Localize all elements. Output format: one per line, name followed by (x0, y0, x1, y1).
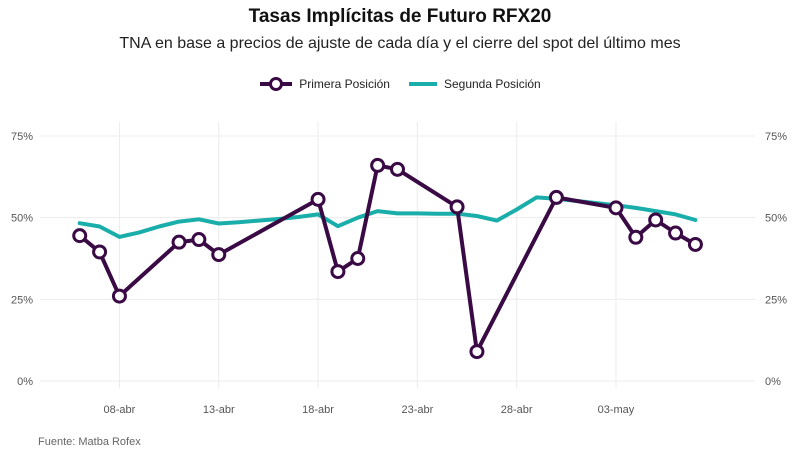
legend-swatch-segunda (408, 82, 437, 86)
series-line-primera (77, 163, 698, 354)
data-point-primera (628, 229, 644, 245)
data-point-primera (608, 200, 624, 216)
x-tick-label: 23-abr (401, 404, 433, 416)
data-point-primera (191, 232, 207, 248)
data-point-primera (469, 344, 485, 360)
legend-label-primera: Primera Posición (299, 77, 390, 91)
data-point-primera (350, 251, 366, 266)
data-point-primera (111, 288, 127, 304)
x-tick-label: 18-abr (302, 404, 334, 416)
legend-swatch-primera (260, 77, 293, 91)
legend: Primera Posición Segunda Posición (0, 76, 800, 92)
y-tick-label-right: 25% (765, 294, 787, 306)
y-tick-label-right: 75% (765, 131, 787, 143)
data-point-primera (668, 225, 684, 241)
y-tick-label-left: 50% (11, 213, 33, 225)
legend-label-segunda: Segunda Posición (443, 77, 541, 91)
data-point-primera (171, 234, 187, 250)
data-point-primera (370, 157, 386, 173)
data-point-primera (548, 189, 564, 205)
data-point-primera (449, 199, 465, 215)
x-tick-label: 28-abr (501, 404, 533, 416)
data-point-primera (648, 212, 664, 228)
legend-item-primera: Primera Posición (259, 76, 390, 92)
data-point-primera (211, 247, 227, 263)
y-tick-label-left: 75% (11, 131, 33, 143)
data-point-primera (330, 264, 346, 280)
source-caption: Fuente: Matba Rofex (38, 436, 141, 448)
y-tick-label-right: 50% (765, 213, 787, 225)
y-tick-label-left: 0% (17, 376, 33, 388)
x-tick-label: 03-may (598, 404, 635, 416)
legend-item-segunda: Segunda Posición (408, 76, 541, 92)
y-tick-label-right: 0% (765, 376, 781, 388)
data-point-primera (310, 191, 326, 207)
x-tick-label: 13-abr (203, 404, 235, 416)
series-line-segunda (77, 195, 698, 239)
chart-subtitle: TNA en base a precios de ajuste de cada … (119, 35, 681, 52)
x-tick-label: 08-abr (104, 404, 136, 416)
data-point-primera (92, 244, 108, 260)
y-tick-label-left: 25% (11, 294, 33, 306)
data-point-primera (687, 236, 703, 252)
data-point-primera (72, 228, 88, 244)
chart-title: Tasas Implícitas de Futuro RFX20 (248, 6, 552, 27)
data-point-primera (390, 161, 405, 177)
